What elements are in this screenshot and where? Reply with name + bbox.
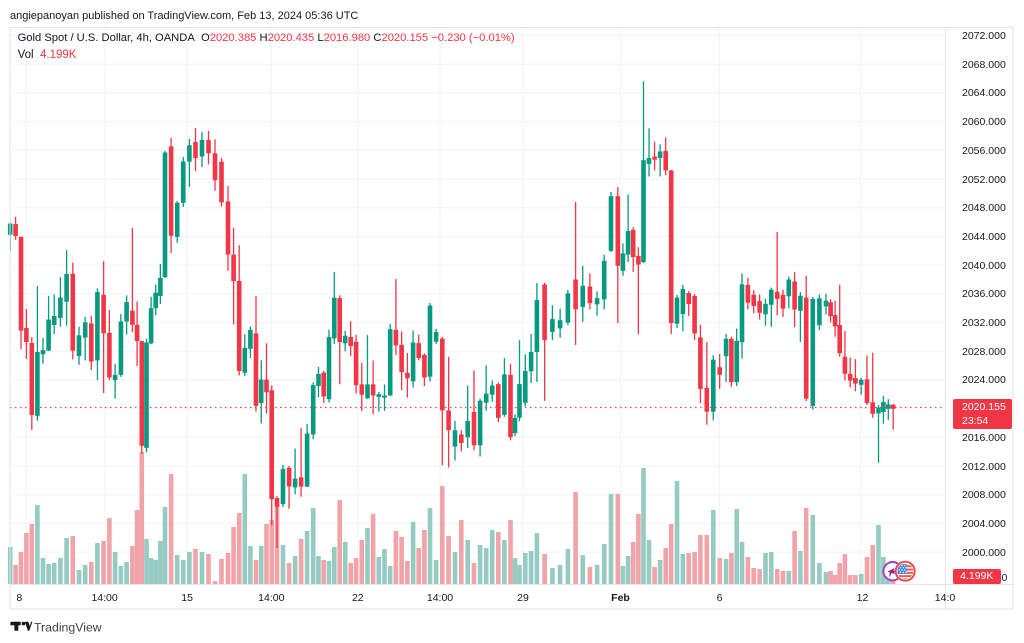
svg-text:TradingView: TradingView (34, 621, 102, 635)
